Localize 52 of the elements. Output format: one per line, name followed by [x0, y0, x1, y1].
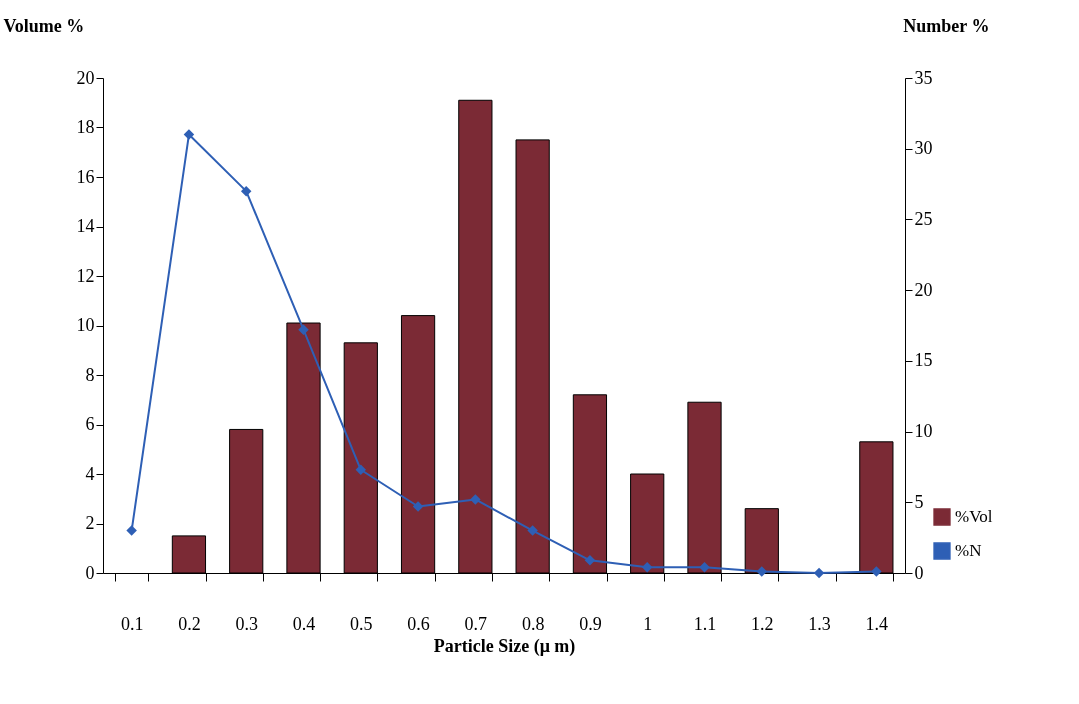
y-tick-label: 10 [76, 315, 95, 335]
x-tick-label: 0.8 [521, 613, 545, 634]
point [813, 567, 825, 579]
x-tick-label: 1.2 [751, 613, 774, 634]
x-tick-label: 0.1 [120, 613, 144, 634]
x-tick-label: 0.4 [292, 613, 316, 634]
y2-tick-label: 25 [914, 208, 933, 229]
x-tick-label: 1.3 [808, 613, 831, 634]
point [355, 464, 367, 475]
y-tick-label: 8 [85, 364, 95, 385]
x-tick-label: 0.7 [464, 613, 488, 634]
x-tick-label: 0.2 [178, 613, 201, 634]
x-tick-label: 0.3 [235, 613, 258, 634]
y2-tick-label: 30 [914, 138, 933, 159]
y-tick-label: 14 [76, 216, 95, 236]
point [871, 566, 882, 577]
y2-tick-label: 35 [914, 67, 933, 88]
y2-tick-label: 10 [914, 421, 933, 442]
y2-tick-label: 5 [914, 491, 924, 512]
y-axis-title: Volume % [3, 15, 85, 36]
x-tick-label: 1.1 [693, 613, 717, 634]
y2-tick-label: 20 [914, 279, 933, 300]
y-tick-label: 0 [85, 562, 95, 583]
point [183, 129, 195, 140]
y-tick-label: 4 [85, 463, 95, 484]
y2-tick-label: 0 [914, 562, 924, 583]
point [584, 555, 596, 566]
point [756, 566, 768, 577]
legend-label: %Vol [955, 507, 993, 526]
x-tick-label: 0.5 [350, 613, 373, 634]
legend-label: %N [955, 541, 982, 560]
x-tick-label: 1 [643, 613, 653, 634]
point [412, 501, 424, 512]
y-tick-label: 16 [76, 166, 95, 187]
point [298, 324, 309, 335]
y-tick-label: 6 [85, 414, 95, 434]
y2-axis-title: Number % [903, 15, 990, 36]
y-tick-label: 2 [85, 513, 95, 533]
x-axis-title: Particle Size (μ m) [433, 635, 576, 657]
point [641, 562, 653, 573]
y-tick-label: 20 [76, 67, 95, 88]
y-tick-label: 18 [76, 117, 95, 137]
x-tick-label: 0.9 [579, 613, 602, 634]
point [240, 185, 252, 197]
point [699, 562, 710, 573]
y-tick-label: 12 [76, 265, 95, 286]
x-tick-label: 1.4 [865, 613, 889, 634]
point [126, 525, 137, 536]
y2-tick-label: 15 [914, 350, 933, 371]
point [527, 525, 538, 536]
x-tick-label: 0.6 [407, 613, 430, 634]
point [470, 494, 481, 505]
